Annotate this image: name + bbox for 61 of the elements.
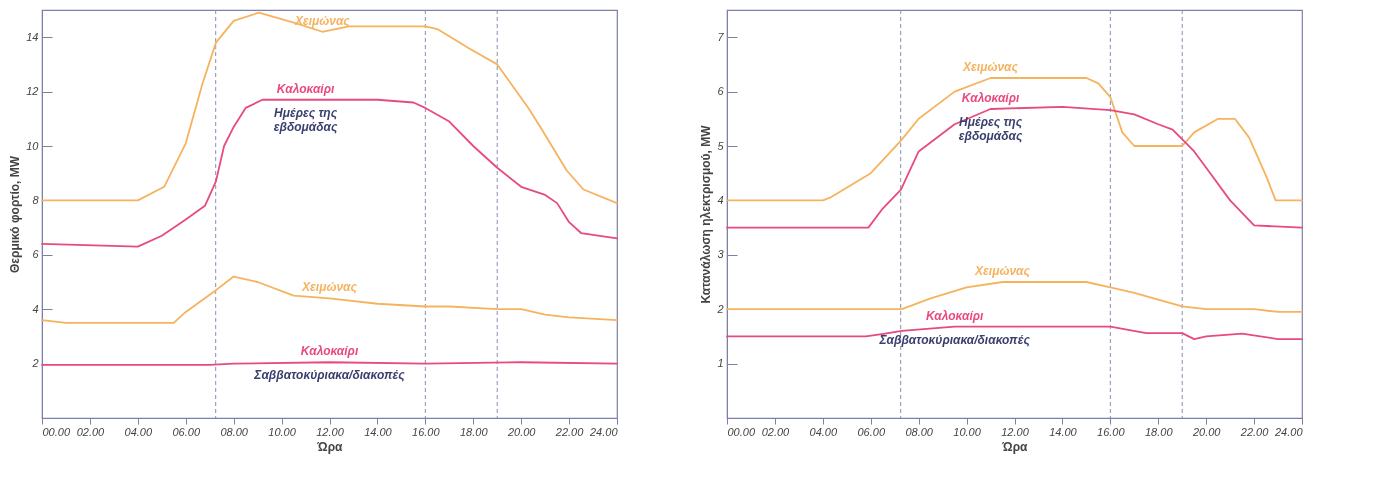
y-axis-title: Κατανάλωση ηλεκτρισμού, MW: [699, 124, 714, 304]
series-label: Χειμώνας: [974, 264, 1031, 278]
x-tick-label: 20.00: [506, 425, 537, 438]
x-axis-title: Ώρα: [1001, 439, 1029, 454]
y-tick-label: 3: [717, 248, 725, 261]
y-tick-label: 1: [717, 357, 724, 370]
x-tick-label: 12.00: [316, 425, 345, 438]
y-tick-label: 4: [32, 302, 39, 315]
series-label: Χειμώνας: [301, 280, 358, 295]
y-tick-label: 8: [32, 193, 40, 206]
x-tick-label: 22.00: [554, 425, 585, 438]
x-tick-label: 24.00: [1273, 425, 1304, 438]
series-label: Καλοκαίρι: [961, 91, 1020, 106]
line-series: [41, 11, 618, 205]
y-tick-label: 14: [26, 30, 39, 43]
x-tick-label: 20.00: [1191, 425, 1222, 438]
y-tick-label: 2: [31, 357, 39, 370]
y-tick-label: 7: [717, 30, 725, 43]
annotation: Ημέρες της εβδομάδας: [273, 105, 338, 134]
y-tick-label: 12: [26, 85, 39, 98]
series-label: Χειμώνας: [962, 60, 1019, 74]
annotation: Ημέρες της εβδομάδας: [958, 115, 1023, 144]
y-tick-label: 5: [717, 139, 725, 152]
annotation: Σαββατοκύριακα/διακοπές: [253, 368, 406, 383]
x-tick-label: 08.00: [220, 425, 249, 438]
x-tick-label: 00.00: [42, 425, 71, 438]
x-tick-label: 16.00: [1097, 425, 1126, 438]
y-axis-title: Θερμικό φορτίο, MW: [8, 155, 23, 274]
y-tick-label: 6: [32, 248, 40, 261]
annotation: Σαββατοκύριακα/διακοπές: [878, 332, 1031, 347]
x-tick-label: 18.00: [1144, 425, 1174, 438]
x-tick-label: 12.00: [1001, 425, 1030, 438]
series-label: Καλοκαίρι: [925, 308, 984, 323]
x-tick-label: 04.00: [124, 425, 153, 438]
y-tick-label: 10: [26, 139, 40, 152]
x-tick-label: 16.00: [412, 425, 441, 438]
y-tick-label: 4: [717, 193, 724, 206]
x-tick-label: 10.00: [953, 425, 982, 438]
x-axis-title: Ώρα: [316, 439, 344, 454]
x-tick-label: 02.00: [76, 425, 106, 438]
series-label: Χειμώνας: [293, 13, 351, 28]
x-tick-label: 18.00: [459, 425, 489, 438]
x-tick-label: 14.00: [364, 425, 393, 438]
y-tick-label: 2: [716, 302, 724, 315]
line-series: [726, 105, 1303, 229]
x-tick-label: 06.00: [857, 425, 886, 438]
line-series: [726, 77, 1303, 202]
x-tick-label: 14.00: [1049, 425, 1078, 438]
x-tick-label: 22.00: [1239, 425, 1270, 438]
x-tick-label: 10.00: [268, 425, 297, 438]
x-tick-label: 06.00: [172, 425, 201, 438]
y-tick-label: 6: [717, 85, 725, 98]
x-tick-label: 24.00: [588, 425, 619, 438]
series-label: Καλοκαίρι: [276, 81, 335, 96]
series-label: Καλοκαίρι: [300, 344, 359, 359]
x-tick-label: 08.00: [905, 425, 934, 438]
x-tick-label: 04.00: [809, 425, 838, 438]
x-tick-label: 00.00: [727, 425, 756, 438]
x-tick-label: 02.00: [761, 425, 791, 438]
line-series: [41, 275, 618, 324]
line-series: [41, 98, 618, 248]
